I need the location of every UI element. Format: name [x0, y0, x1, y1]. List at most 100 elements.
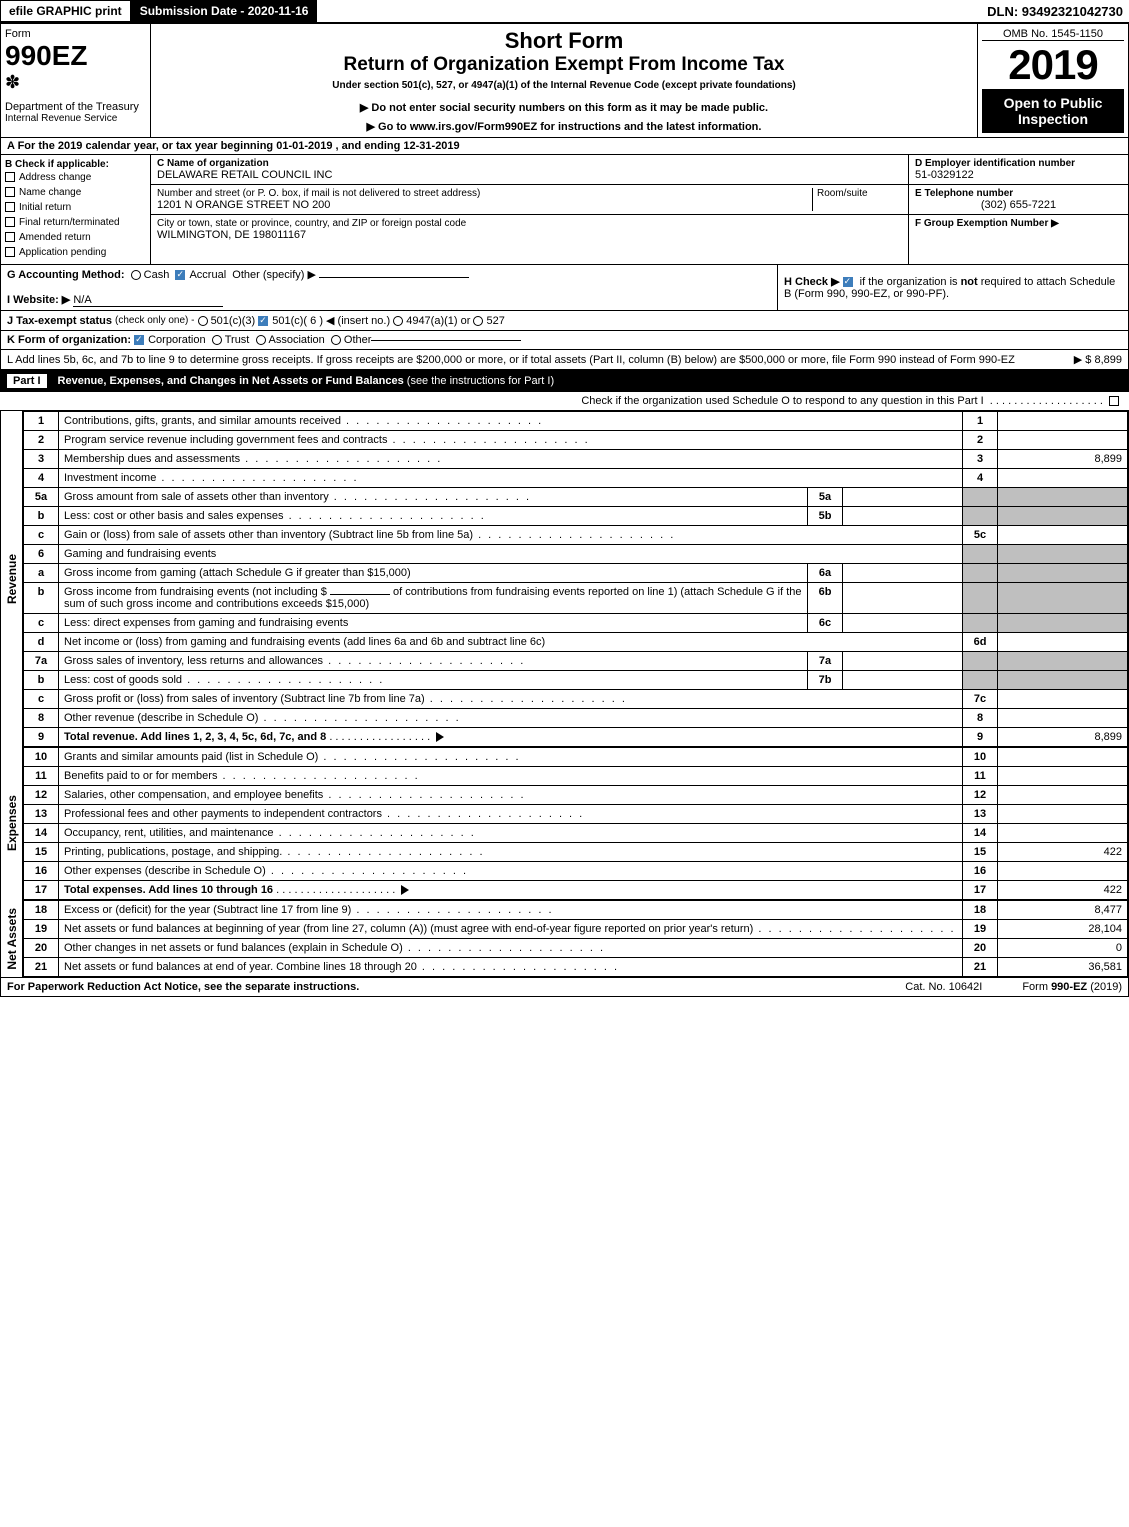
- line-6d-rnum: 6d: [963, 633, 998, 652]
- line-5c-val: [998, 526, 1128, 545]
- g-label: G Accounting Method:: [7, 269, 125, 281]
- line-5a: 5aGross amount from sale of assets other…: [24, 488, 1128, 507]
- checkbox-schedule-o-used[interactable]: [1109, 396, 1119, 406]
- line-6b-rval-shaded: [998, 583, 1128, 614]
- line-13-val: [998, 805, 1128, 824]
- line-12-rnum: 12: [963, 786, 998, 805]
- line-2-rnum: 2: [963, 431, 998, 450]
- checkbox-application-pending[interactable]: [5, 247, 15, 257]
- line-5b-rnum-shaded: [963, 507, 998, 526]
- line-6c-mnum: 6c: [808, 614, 843, 633]
- line-5c-desc: Gain or (loss) from sale of assets other…: [59, 526, 963, 545]
- radio-trust[interactable]: [212, 335, 222, 345]
- line-7c-val: [998, 690, 1128, 709]
- g-cash-label: Cash: [144, 269, 170, 281]
- line-17-rnum: 17: [963, 881, 998, 900]
- radio-cash[interactable]: [131, 270, 141, 280]
- footer-cat-no: Cat. No. 10642I: [905, 981, 982, 993]
- org-city: WILMINGTON, DE 198011167: [157, 229, 902, 241]
- checkbox-final-return[interactable]: [5, 217, 15, 227]
- line-20: 20Other changes in net assets or fund ba…: [24, 939, 1128, 958]
- line-21-rnum: 21: [963, 958, 998, 977]
- line-15-num: 15: [24, 843, 59, 862]
- line-2-num: 2: [24, 431, 59, 450]
- radio-501c3[interactable]: [198, 316, 208, 326]
- note-goto-link[interactable]: ▶ Go to www.irs.gov/Form990EZ for instru…: [155, 120, 973, 133]
- checkbox-accrual[interactable]: [175, 270, 185, 280]
- l-text: L Add lines 5b, 6c, and 7b to line 9 to …: [7, 354, 1015, 366]
- radio-other-org[interactable]: [331, 335, 341, 345]
- line-7b-num: b: [24, 671, 59, 690]
- line-18-desc: Excess or (deficit) for the year (Subtra…: [59, 901, 963, 920]
- checkbox-schedule-b-not-required[interactable]: [843, 277, 853, 287]
- checkbox-amended-return[interactable]: [5, 232, 15, 242]
- efile-graphic-print-button[interactable]: efile GRAPHIC print: [0, 0, 131, 22]
- line-21: 21Net assets or fund balances at end of …: [24, 958, 1128, 977]
- footer-form-ref: Form 990-EZ (2019): [1022, 981, 1122, 993]
- line-6b-contrib-input[interactable]: [330, 594, 390, 595]
- line-9-desc: Total revenue. Add lines 1, 2, 3, 4, 5c,…: [59, 728, 963, 747]
- dept-label: Department of the Treasury: [5, 101, 146, 113]
- line-20-desc: Other changes in net assets or fund bala…: [59, 939, 963, 958]
- line-10-desc: Grants and similar amounts paid (list in…: [59, 748, 963, 767]
- submission-date-button[interactable]: Submission Date - 2020-11-16: [131, 0, 318, 22]
- radio-4947[interactable]: [393, 316, 403, 326]
- line-21-num: 21: [24, 958, 59, 977]
- line-9-text: Total revenue. Add lines 1, 2, 3, 4, 5c,…: [64, 731, 326, 743]
- line-15: 15Printing, publications, postage, and s…: [24, 843, 1128, 862]
- line-20-val: 0: [998, 939, 1128, 958]
- line-10-rnum: 10: [963, 748, 998, 767]
- line-1-desc: Contributions, gifts, grants, and simila…: [59, 412, 963, 431]
- website-value: N/A: [73, 294, 223, 307]
- footer-paperwork-notice: For Paperwork Reduction Act Notice, see …: [7, 981, 359, 993]
- line-19-num: 19: [24, 920, 59, 939]
- k-opt2: Association: [269, 334, 325, 346]
- line-5b-mnum: 5b: [808, 507, 843, 526]
- line-8-val: [998, 709, 1128, 728]
- title-main: Return of Organization Exempt From Incom…: [155, 54, 973, 76]
- k-opt3: Other: [344, 334, 372, 346]
- line-6b-mnum: 6b: [808, 583, 843, 614]
- line-10-val: [998, 748, 1128, 767]
- line-16-rnum: 16: [963, 862, 998, 881]
- city-label: City or town, state or province, country…: [157, 218, 902, 229]
- checkbox-name-change[interactable]: [5, 187, 15, 197]
- line-11-num: 11: [24, 767, 59, 786]
- j-opt1: 501(c)(3): [211, 315, 256, 327]
- k-opt0: Corporation: [148, 334, 205, 346]
- dln-label: DLN: 93492321042730: [987, 4, 1129, 19]
- line-6a-rnum-shaded: [963, 564, 998, 583]
- line-7a-mnum: 7a: [808, 652, 843, 671]
- line-18-rnum: 18: [963, 901, 998, 920]
- line-6b-desc: Gross income from fundraising events (no…: [59, 583, 808, 614]
- checkbox-initial-return[interactable]: [5, 202, 15, 212]
- line-11: 11Benefits paid to or for members11: [24, 767, 1128, 786]
- period-end: 12-31-2019: [403, 140, 459, 152]
- checkbox-corporation[interactable]: [134, 335, 144, 345]
- line-6-desc: Gaming and fundraising events: [59, 545, 963, 564]
- line-5a-mval: [843, 488, 963, 507]
- line-6a-mnum: 6a: [808, 564, 843, 583]
- d-ein-label: D Employer identification number: [915, 158, 1122, 169]
- line-12-val: [998, 786, 1128, 805]
- line-5a-rval-shaded: [998, 488, 1128, 507]
- checkbox-501c[interactable]: [258, 316, 268, 326]
- line-5b-desc: Less: cost or other basis and sales expe…: [59, 507, 808, 526]
- line-14: 14Occupancy, rent, utilities, and mainte…: [24, 824, 1128, 843]
- line-15-desc: Printing, publications, postage, and shi…: [59, 843, 963, 862]
- line-5b-num: b: [24, 507, 59, 526]
- line-6b-mval: [843, 583, 963, 614]
- street-label: Number and street (or P. O. box, if mail…: [157, 188, 812, 199]
- radio-527[interactable]: [473, 316, 483, 326]
- line-13-desc: Professional fees and other payments to …: [59, 805, 963, 824]
- g-other-input[interactable]: [319, 277, 469, 278]
- radio-association[interactable]: [256, 335, 266, 345]
- part1-label: Part I: [6, 373, 48, 389]
- k-other-input[interactable]: [371, 340, 521, 341]
- line-8-num: 8: [24, 709, 59, 728]
- line-5b: bLess: cost or other basis and sales exp…: [24, 507, 1128, 526]
- line-6a-mval: [843, 564, 963, 583]
- checkbox-address-change[interactable]: [5, 172, 15, 182]
- j-label: J Tax-exempt status: [7, 315, 112, 327]
- line-6c-rval-shaded: [998, 614, 1128, 633]
